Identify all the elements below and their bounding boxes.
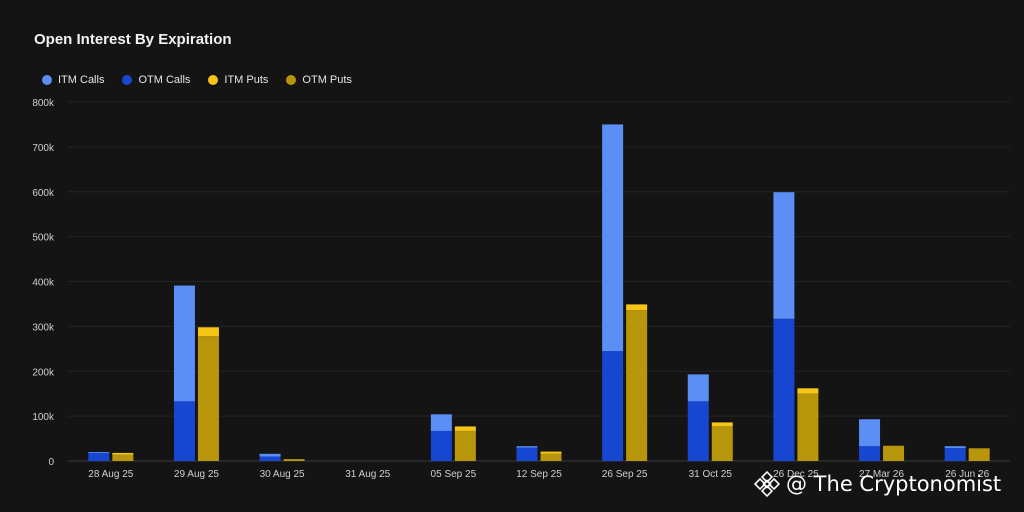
- x-tick-label: 31 Oct 25: [689, 469, 733, 480]
- bar-otm-calls[interactable]: [944, 447, 966, 461]
- x-tick-label: 12 Sep 25: [516, 469, 562, 480]
- bar-otm-puts[interactable]: [112, 454, 134, 461]
- legend-item-otm-calls[interactable]: OTM Calls: [122, 74, 190, 86]
- bar-otm-puts[interactable]: [711, 425, 733, 461]
- bar-itm-puts[interactable]: [540, 451, 562, 454]
- bar-itm-puts[interactable]: [112, 452, 134, 455]
- watermark: @ The Cryptonomist: [754, 471, 1001, 497]
- bar-otm-calls[interactable]: [173, 401, 195, 461]
- y-tick-label: 800k: [32, 98, 55, 109]
- bar-otm-puts[interactable]: [197, 336, 219, 461]
- y-tick-label: 100k: [32, 412, 55, 423]
- x-tick-label: 30 Aug 25: [260, 469, 305, 480]
- legend-item-itm-puts[interactable]: ITM Puts: [208, 74, 268, 86]
- bar-itm-puts[interactable]: [197, 327, 219, 337]
- bar-otm-calls[interactable]: [859, 446, 881, 461]
- bar-otm-puts[interactable]: [283, 459, 305, 461]
- bar-itm-puts[interactable]: [283, 459, 305, 460]
- bar-itm-calls[interactable]: [944, 446, 966, 448]
- bar-otm-calls[interactable]: [687, 401, 709, 461]
- legend-item-itm-calls[interactable]: ITM Calls: [42, 74, 104, 86]
- x-tick-label: 05 Sep 25: [431, 469, 477, 480]
- x-tick-label: 31 Aug 25: [345, 469, 390, 480]
- y-tick-label: 600k: [32, 188, 55, 199]
- bar-otm-puts[interactable]: [883, 445, 905, 461]
- bar-itm-calls[interactable]: [859, 419, 881, 447]
- legend-label-otm-puts: OTM Puts: [302, 74, 352, 86]
- bar-itm-puts[interactable]: [797, 388, 819, 394]
- bar-itm-calls[interactable]: [773, 192, 795, 319]
- x-tick-label: 28 Aug 25: [88, 469, 133, 480]
- bar-otm-calls[interactable]: [259, 456, 281, 461]
- bar-otm-calls[interactable]: [88, 452, 110, 461]
- x-tick-label: 27 Mar 26: [859, 469, 904, 480]
- legend-dot-itm-puts: [208, 75, 219, 85]
- bar-otm-calls[interactable]: [430, 430, 452, 461]
- legend-label-itm-puts: ITM Puts: [224, 74, 269, 86]
- legend-dot-itm-calls: [42, 75, 52, 85]
- x-tick-label: 26 Sep 25: [602, 469, 648, 480]
- watermark-text: @ The Cryptonomist: [786, 472, 1002, 496]
- binance-logo-icon: [754, 471, 780, 497]
- bar-otm-puts[interactable]: [968, 448, 990, 461]
- bar-otm-puts[interactable]: [454, 430, 476, 461]
- y-tick-label: 200k: [32, 367, 55, 378]
- legend-label-otm-calls: OTM Calls: [138, 74, 191, 86]
- bar-itm-calls[interactable]: [602, 124, 624, 352]
- bar-itm-calls[interactable]: [88, 452, 110, 453]
- bar-itm-calls[interactable]: [430, 414, 452, 431]
- x-tick-label: 26 Dec 25: [773, 469, 819, 480]
- bar-itm-puts[interactable]: [711, 422, 733, 426]
- bar-otm-puts[interactable]: [626, 310, 648, 461]
- bar-itm-puts[interactable]: [454, 426, 476, 431]
- bar-itm-puts[interactable]: [968, 448, 990, 449]
- chart-legend: ITM Calls OTM Calls ITM Puts OTM Puts: [42, 74, 352, 86]
- bar-otm-calls[interactable]: [773, 318, 795, 461]
- y-tick-label: 700k: [32, 143, 55, 154]
- bar-itm-calls[interactable]: [687, 374, 709, 402]
- y-tick-label: 0: [48, 457, 54, 468]
- bar-otm-puts[interactable]: [540, 453, 562, 461]
- y-tick-label: 400k: [32, 278, 55, 289]
- bar-itm-puts[interactable]: [626, 304, 648, 311]
- bar-otm-calls[interactable]: [602, 351, 624, 461]
- bar-otm-calls[interactable]: [516, 447, 538, 461]
- legend-dot-otm-puts: [286, 75, 297, 85]
- bar-itm-calls[interactable]: [516, 446, 538, 448]
- bar-itm-calls[interactable]: [259, 453, 281, 457]
- bar-otm-puts[interactable]: [797, 393, 819, 461]
- legend-label-itm-calls: ITM Calls: [58, 74, 105, 86]
- x-tick-label: 26 Jun 26: [945, 469, 989, 480]
- y-tick-label: 300k: [32, 322, 55, 333]
- bar-itm-calls[interactable]: [173, 285, 195, 402]
- x-tick-label: 29 Aug 25: [174, 469, 219, 480]
- legend-item-otm-puts[interactable]: OTM Puts: [286, 74, 352, 86]
- legend-dot-otm-calls: [122, 75, 133, 85]
- chart-title: Open Interest By Expiration: [34, 31, 232, 48]
- y-tick-label: 500k: [32, 233, 55, 244]
